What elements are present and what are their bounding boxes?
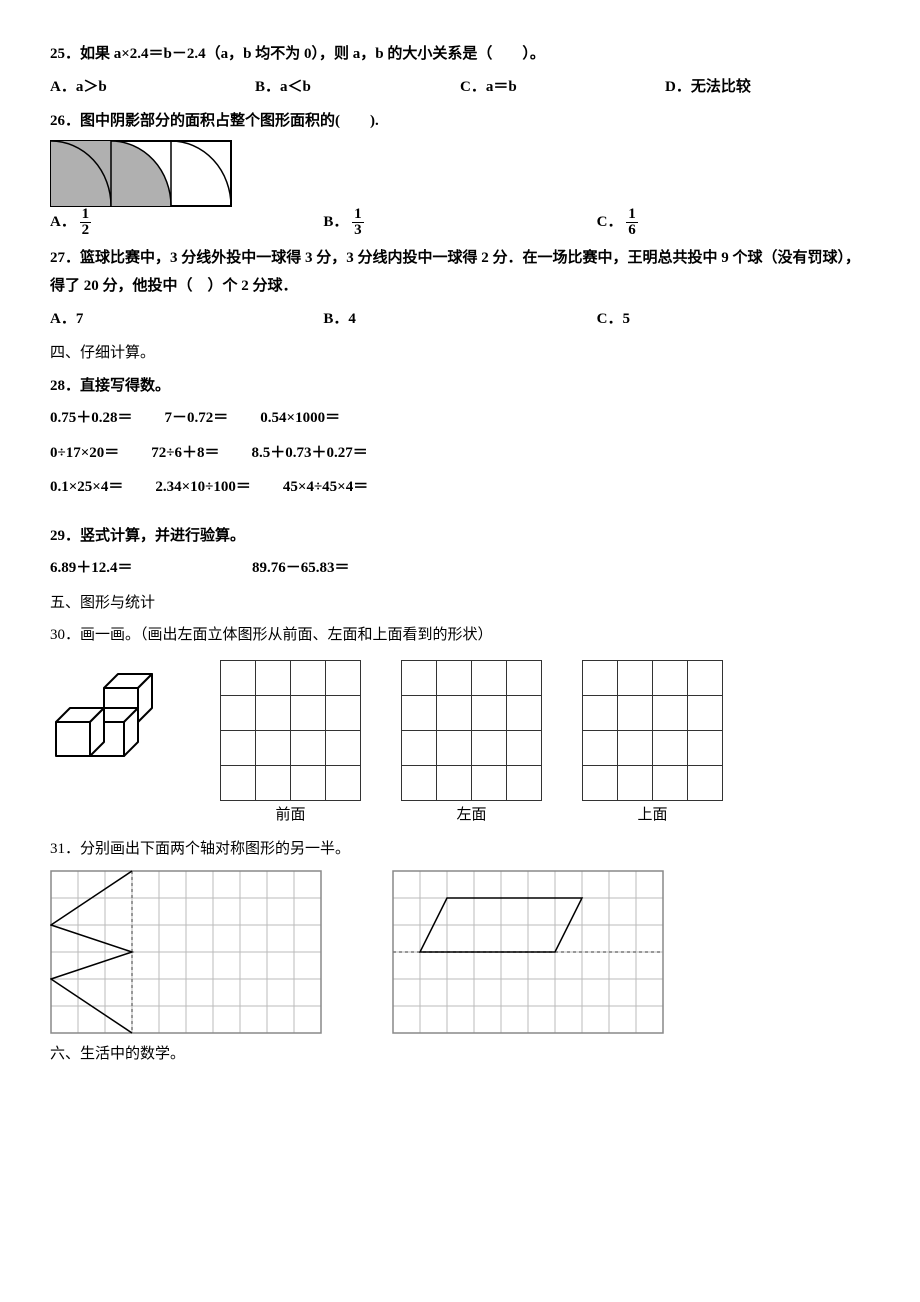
q30-grid-top-table bbox=[582, 660, 723, 801]
q28-r2-a: 0÷17×20＝ bbox=[50, 439, 119, 468]
q27-options: A．7 B．4 C．5 bbox=[50, 305, 870, 334]
q28-r1-c: 0.54×1000＝ bbox=[260, 404, 340, 433]
q26-options: A． 1 2 B． 1 3 C． 1 6 bbox=[50, 207, 870, 238]
q30-grid-front-table bbox=[220, 660, 361, 801]
q29-text: 29．竖式计算，并进行验算。 bbox=[50, 522, 870, 551]
q27-text: 27．篮球比赛中，3 分线外投中一球得 3 分，3 分线内投中一球得 2 分．在… bbox=[50, 244, 870, 301]
q25-text: 25．如果 a×2.4＝b－2.4（a，b 均不为 0），则 a，b 的大小关系… bbox=[50, 40, 870, 69]
q30-row: 前面 左面 上面 bbox=[50, 660, 870, 830]
q31-text: 31．分别画出下面两个轴对称图形的另一半。 bbox=[50, 835, 870, 864]
q28-r1-b: 7－0.72＝ bbox=[165, 404, 229, 433]
q28-r3-c: 45×4÷45×4＝ bbox=[283, 473, 368, 502]
q25-opt-a: A．a＞b bbox=[50, 73, 255, 102]
q26-opt-b-label: B． bbox=[323, 213, 348, 229]
q25-opt-b: B．a＜b bbox=[255, 73, 460, 102]
section-6-title: 六、生活中的数学。 bbox=[50, 1040, 870, 1069]
q30-label-top: 上面 bbox=[582, 801, 723, 830]
q28-row3: 0.1×25×4＝ 2.34×10÷100＝ 45×4÷45×4＝ bbox=[50, 473, 870, 502]
frac-num: 1 bbox=[80, 207, 92, 223]
q29-a: 6.89＋12.4＝ bbox=[50, 554, 220, 583]
q26-opt-a-label: A． bbox=[50, 213, 76, 229]
q26-opt-b: B． 1 3 bbox=[323, 207, 596, 238]
frac-den: 3 bbox=[352, 223, 364, 238]
q28-r2-b: 72÷6＋8＝ bbox=[151, 439, 219, 468]
q31-figure-right bbox=[392, 870, 664, 1034]
q27-opt-b: B．4 bbox=[323, 305, 596, 334]
q30-grid-front: 前面 bbox=[220, 660, 361, 830]
section-4-title: 四、仔细计算。 bbox=[50, 339, 870, 368]
q26-figure bbox=[50, 140, 870, 207]
q26-arc-figure bbox=[50, 140, 234, 207]
q30-label-left: 左面 bbox=[401, 801, 542, 830]
frac-num: 1 bbox=[352, 207, 364, 223]
q30-grid-left: 左面 bbox=[401, 660, 542, 830]
q26-opt-a-frac: 1 2 bbox=[80, 207, 92, 238]
q28-text: 28．直接写得数。 bbox=[50, 372, 870, 401]
q28-r2-c: 8.5＋0.73＋0.27＝ bbox=[252, 439, 368, 468]
q25-options: A．a＞b B．a＜b C．a＝b D．无法比较 bbox=[50, 73, 870, 102]
frac-den: 6 bbox=[626, 223, 638, 238]
q28-r3-b: 2.34×10÷100＝ bbox=[155, 473, 251, 502]
q25-opt-c: C．a＝b bbox=[460, 73, 665, 102]
q31-row bbox=[50, 870, 870, 1034]
q26-text: 26．图中阴影部分的面积占整个图形面积的( ). bbox=[50, 107, 870, 136]
q28-r1-a: 0.75＋0.28＝ bbox=[50, 404, 133, 433]
q30-grid-top: 上面 bbox=[582, 660, 723, 830]
q27-opt-c: C．5 bbox=[597, 305, 870, 334]
frac-num: 1 bbox=[626, 207, 638, 223]
q28-row1: 0.75＋0.28＝ 7－0.72＝ 0.54×1000＝ bbox=[50, 404, 870, 433]
q30-text: 30．画一画。（画出左面立体图形从前面、左面和上面看到的形状） bbox=[50, 621, 870, 650]
q29-b: 89.76－65.83＝ bbox=[252, 554, 350, 583]
frac-den: 2 bbox=[80, 223, 92, 238]
q27-opt-a: A．7 bbox=[50, 305, 323, 334]
section-5-title: 五、图形与统计 bbox=[50, 589, 870, 618]
q28-row2: 0÷17×20＝ 72÷6＋8＝ 8.5＋0.73＋0.27＝ bbox=[50, 439, 870, 468]
q31-figure-left bbox=[50, 870, 322, 1034]
q30-label-front: 前面 bbox=[220, 801, 361, 830]
q29-row: 6.89＋12.4＝ 89.76－65.83＝ bbox=[50, 554, 870, 583]
q25-opt-d: D．无法比较 bbox=[665, 73, 870, 102]
q26-opt-c-frac: 1 6 bbox=[626, 207, 638, 238]
q28-r3-a: 0.1×25×4＝ bbox=[50, 473, 123, 502]
q26-opt-b-frac: 1 3 bbox=[352, 207, 364, 238]
q26-opt-c: C． 1 6 bbox=[597, 207, 870, 238]
q26-opt-c-label: C． bbox=[597, 213, 623, 229]
q30-grid-left-table bbox=[401, 660, 542, 801]
q26-opt-a: A． 1 2 bbox=[50, 207, 323, 238]
q30-cube-figure bbox=[50, 660, 180, 760]
